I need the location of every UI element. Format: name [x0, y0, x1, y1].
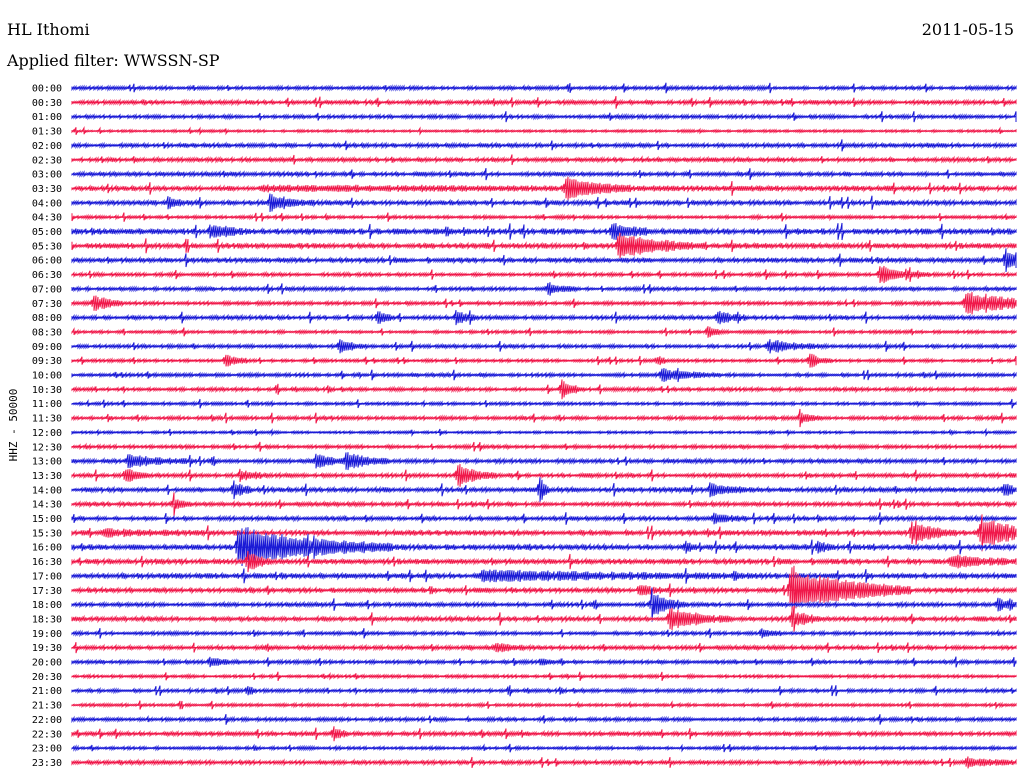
time-tick-label: 22:00	[32, 715, 62, 726]
time-tick-label: 00:00	[32, 84, 62, 95]
time-tick-label: 04:00	[32, 198, 62, 209]
filter-label: Applied filter: WWSSN-SP	[7, 51, 220, 70]
time-tick-label: 02:00	[32, 141, 62, 152]
time-tick-label: 16:00	[32, 543, 62, 554]
time-tick-label: 13:00	[32, 457, 62, 468]
time-tick-label: 19:30	[32, 643, 62, 654]
time-tick-label: 12:30	[32, 442, 62, 453]
time-tick-label: 17:00	[32, 571, 62, 582]
time-tick-label: 21:00	[32, 686, 62, 697]
time-tick-label: 21:30	[32, 701, 62, 712]
time-tick-label: 18:00	[32, 600, 62, 611]
time-tick-label: 07:30	[32, 299, 62, 310]
time-tick-label: 06:30	[32, 270, 62, 281]
time-tick-label: 05:30	[32, 241, 62, 252]
time-tick-label: 19:00	[32, 629, 62, 640]
time-tick-label: 16:30	[32, 557, 62, 568]
time-tick-label: 15:30	[32, 528, 62, 539]
time-tick-label: 23:00	[32, 744, 62, 755]
time-tick-label: 00:30	[32, 98, 62, 109]
time-tick-label: 12:00	[32, 428, 62, 439]
time-tick-label: 14:30	[32, 500, 62, 511]
time-tick-label: 23:30	[32, 758, 62, 769]
y-axis-label: HHZ - 50000	[7, 389, 20, 462]
trace-rows: 00:00 00:30 01:00 01:30 02:00 02:30 03:00 03:30…	[32, 82, 1017, 769]
time-tick-label: 11:00	[32, 399, 62, 410]
time-tick-label: 03:30	[32, 184, 62, 195]
time-tick-label: 10:30	[32, 385, 62, 396]
time-tick-label: 15:00	[32, 514, 62, 525]
time-tick-label: 20:30	[32, 672, 62, 683]
time-tick-label: 01:30	[32, 127, 62, 138]
time-tick-label: 02:30	[32, 155, 62, 166]
station-title: HL Ithomi	[7, 20, 90, 39]
time-tick-label: 01:00	[32, 112, 62, 123]
time-tick-label: 04:30	[32, 213, 62, 224]
time-tick-label: 08:30	[32, 327, 62, 338]
time-tick-label: 03:00	[32, 170, 62, 181]
time-tick-label: 06:00	[32, 256, 62, 267]
time-tick-label: 18:30	[32, 614, 62, 625]
time-tick-label: 11:30	[32, 414, 62, 425]
time-tick-label: 05:00	[32, 227, 62, 238]
plot-date: 2011-05-15	[921, 20, 1014, 39]
time-tick-label: 09:30	[32, 356, 62, 367]
time-tick-label: 07:00	[32, 284, 62, 295]
time-tick-label: 08:00	[32, 313, 62, 324]
time-tick-label: 20:00	[32, 658, 62, 669]
time-tick-label: 13:30	[32, 471, 62, 482]
time-tick-label: 14:00	[32, 485, 62, 496]
time-tick-label: 09:00	[32, 342, 62, 353]
time-tick-label: 17:30	[32, 586, 62, 597]
time-tick-label: 10:00	[32, 371, 62, 382]
time-tick-label: 22:30	[32, 729, 62, 740]
